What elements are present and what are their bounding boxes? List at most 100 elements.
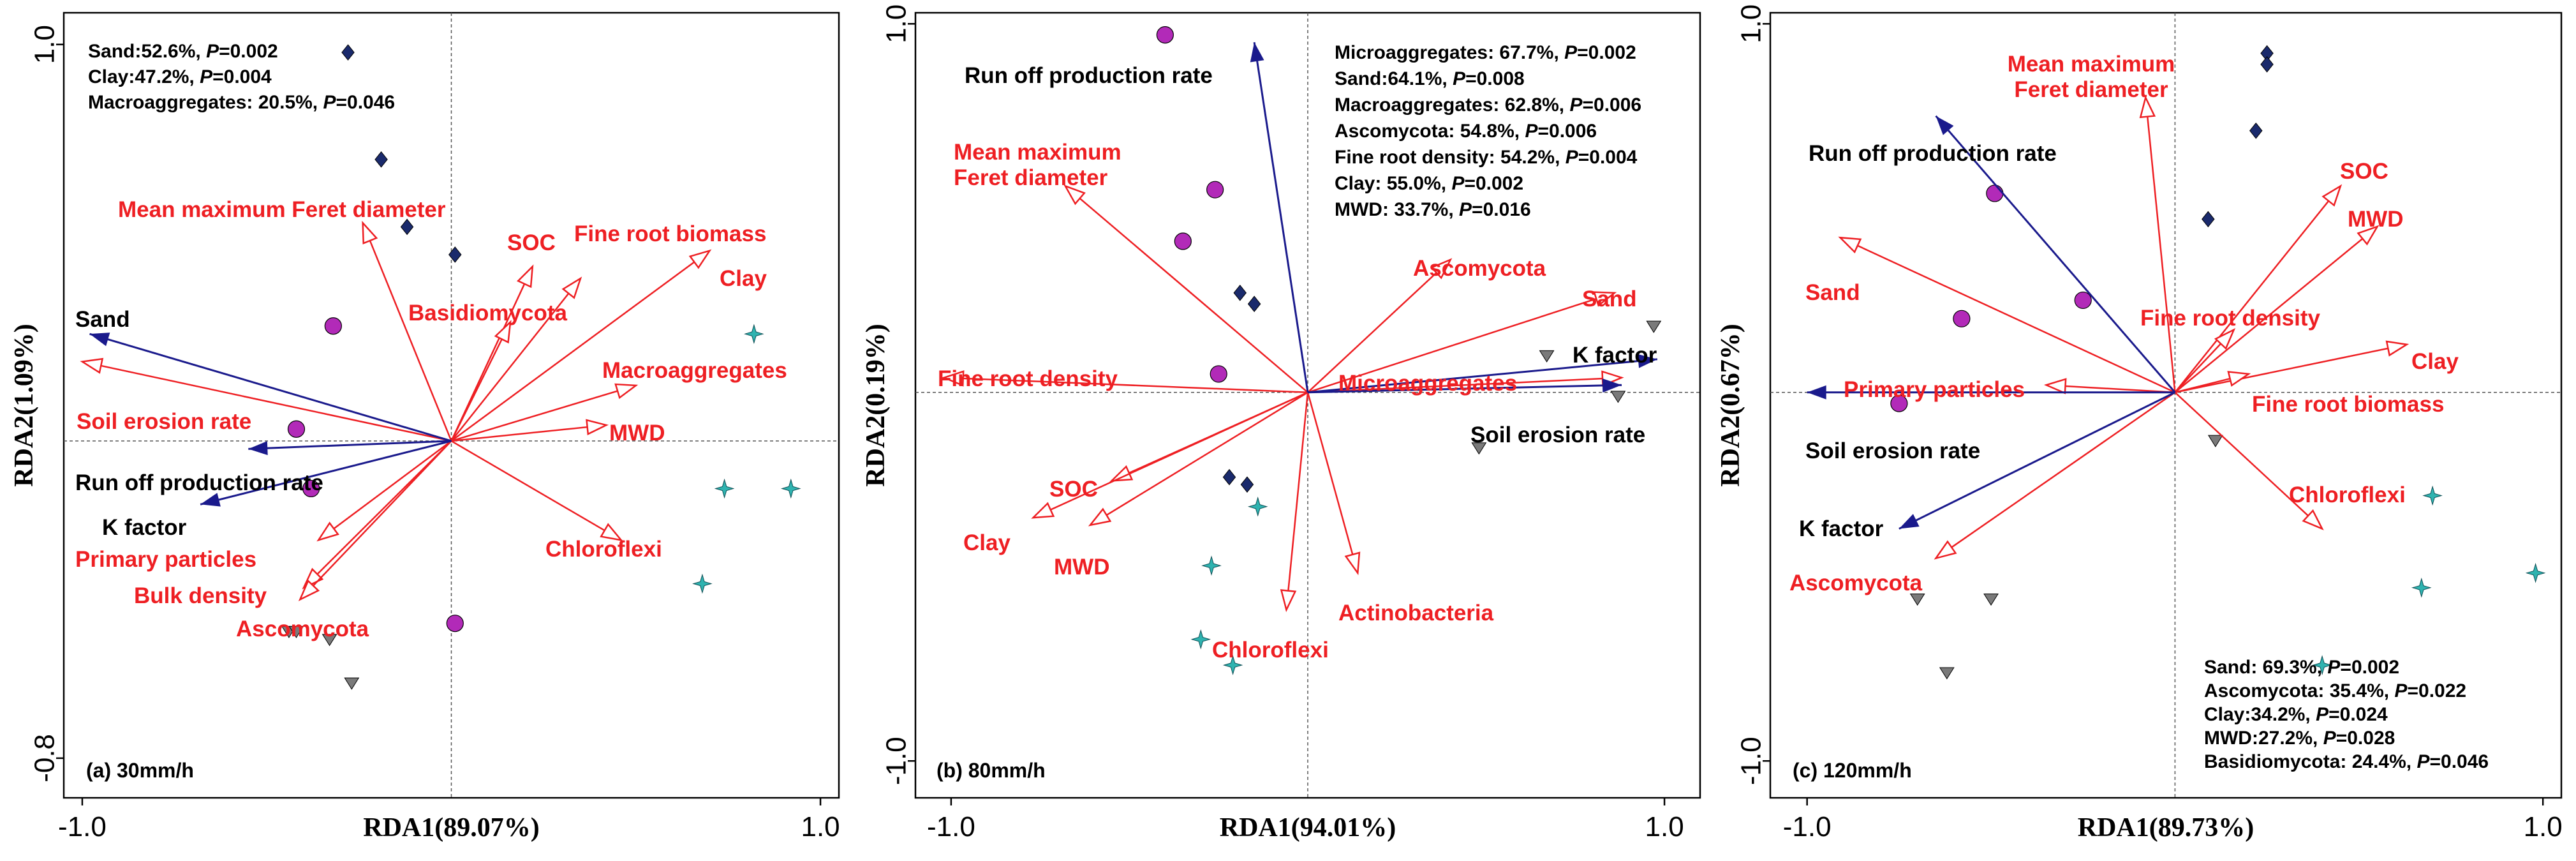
sample-point-diamond [400, 218, 414, 236]
label-sand: Sand [1805, 280, 1860, 305]
vector-bulk-density [303, 440, 452, 588]
arrowhead-sand [89, 333, 110, 347]
sample-point-circle [1206, 181, 1224, 198]
sample-point-star [2422, 485, 2443, 506]
sample-point-diamond [374, 151, 388, 168]
arrowhead-fine-root-biomass [2227, 371, 2251, 387]
stat-line: Macroaggregates: 20.5%, P=0.046 [88, 92, 395, 113]
stat-line: Clay:47.2%, P=0.004 [88, 66, 272, 87]
sample-point-triangle [344, 677, 360, 690]
label-fine-root-density: Fine root density [938, 366, 1118, 391]
label-soil-erosion-rate: Soil erosion rate [1805, 438, 1980, 463]
vector-k-factor [200, 440, 452, 505]
stat-line: Clay: 55.0%, P=0.002 [1335, 173, 1523, 194]
label-mean-maximum-feret-diameter: Mean maximum Feret diameter [118, 197, 446, 222]
vector-chloroflexi [1285, 392, 1309, 610]
label-soc: SOC [2340, 159, 2388, 184]
y-tick-label: -1.0 [881, 737, 912, 785]
sample-point-circle [287, 420, 306, 438]
sample-point-triangle [1646, 320, 1662, 333]
plot-frame [1769, 11, 2563, 799]
vector-labels: Mean maximum Feret diameter Ascomycota Sand… [938, 63, 1657, 663]
label-sand: Sand [1582, 287, 1637, 311]
sample-point-diamond [341, 44, 355, 61]
permutation-stats: Sand:52.6%, P=0.002 Clay:47.2%, P=0.004 Ma… [88, 41, 395, 113]
sample-point-triangle [1983, 593, 1999, 606]
label-primary-particles: Primary particles [75, 547, 256, 572]
label-fine-root-density: Fine root density [2140, 306, 2321, 331]
vector-labels: Mean maximum Feret diameter SOC Fine root … [75, 197, 787, 641]
sample-point-diamond [2249, 122, 2263, 139]
sample-point-diamond [1247, 296, 1261, 312]
stat-line: Basidiomycota: 24.4%, P=0.046 [2204, 751, 2489, 772]
sample-point-circle [1156, 26, 1174, 44]
vector-soil-erosion-rate [1307, 384, 1622, 394]
sample-point-circle [1210, 365, 1227, 383]
arrowhead-ascomycota [298, 579, 320, 602]
sample-point-circle [324, 317, 342, 335]
vector-run-off-production-rate [248, 440, 452, 450]
sample-point-star [1190, 629, 1211, 650]
arrowhead-sand [1838, 236, 1862, 253]
label-ascomycota: Ascomycota [1789, 571, 1923, 595]
vector-clay [2175, 343, 2408, 394]
label-ascomycota: Ascomycota [236, 617, 369, 641]
stat-line: Sand:64.1%, P=0.008 [1335, 68, 1525, 89]
sample-point-triangle [2207, 435, 2223, 447]
sample-point-circle [446, 615, 464, 633]
y-axis-title: RDA2(0.67%) [1716, 324, 1745, 486]
arrowhead-soil-erosion-rate [1602, 378, 1622, 393]
sample-point-triangle [322, 634, 337, 647]
sample-point-diamond [448, 246, 462, 263]
label-macroaggregates: Macroaggregates [602, 358, 787, 383]
sample-points [1890, 45, 2546, 680]
label-soil-erosion-rate: Soil erosion rate [1470, 423, 1645, 447]
arrowhead-sand [1593, 291, 1617, 307]
vector-macroaggregates [451, 384, 637, 442]
panel-label: (c) 120mm/h [1793, 759, 1912, 782]
label-chloroflexi: Chloroflexi [2289, 483, 2406, 507]
vector-ascomycota [1307, 258, 1451, 393]
arrowhead-macroaggregates [614, 383, 639, 400]
vector-soc [2174, 185, 2341, 393]
stat-line: Macroaggregates: 62.8%, P=0.006 [1335, 94, 1641, 116]
label-soil-erosion-rate: Soil erosion rate [77, 409, 251, 434]
arrowhead-run-off-production-rate [1250, 42, 1264, 63]
sample-point-star [1201, 555, 1222, 576]
x-tick-label: -1.0 [927, 811, 975, 842]
stat-line: Fine root density: 54.2%, P=0.004 [1335, 147, 1638, 168]
x-tick-label: -1.0 [58, 811, 107, 842]
rda-panel-2: -1.0 1.0 1.0 -1.0 RDA1(94.01%) RDA2(0.19%) Mea… [861, 4, 1701, 842]
sample-point-diamond [1222, 468, 1236, 486]
sample-point-triangle [288, 625, 304, 638]
label-fine-root-biomass: Fine root biomass [2252, 392, 2444, 417]
y-tick-label: 1.0 [1736, 4, 1767, 43]
x-axis-title: RDA1(89.73%) [2078, 813, 2254, 842]
vector-microaggregates [1307, 377, 1622, 394]
y-tick-label: -0.8 [29, 734, 61, 782]
vector-primary-particles [318, 440, 452, 541]
sample-point-circle [1890, 394, 1908, 412]
sample-points [281, 44, 801, 690]
label-mwd: MWD [2348, 207, 2403, 232]
sample-point-star [744, 324, 764, 344]
label-clay: Clay [2411, 349, 2459, 374]
arrowhead-mean-maximum-feret-diameter [2139, 95, 2156, 119]
panel-label: (b) 80mm/h [936, 759, 1046, 782]
vector-soil-erosion-rate [82, 361, 452, 442]
vector-k-factor [1307, 358, 1658, 394]
label-soc: SOC [1049, 477, 1098, 502]
label-primary-particles: Primary particles [1844, 377, 2025, 402]
arrowhead-mwd [586, 419, 609, 435]
label-mwd: MWD [609, 421, 665, 445]
y-tick-label: 1.0 [29, 25, 61, 64]
vector-mean-maximum-feret-diameter [1065, 185, 1308, 393]
sample-point-triangle [1909, 593, 1925, 606]
x-axis-title: RDA1(89.07%) [363, 813, 539, 842]
vector-chloroflexi [2174, 391, 2323, 530]
y-tick-label: -1.0 [1736, 737, 1767, 785]
label-k-factor: K factor [1799, 516, 1884, 541]
